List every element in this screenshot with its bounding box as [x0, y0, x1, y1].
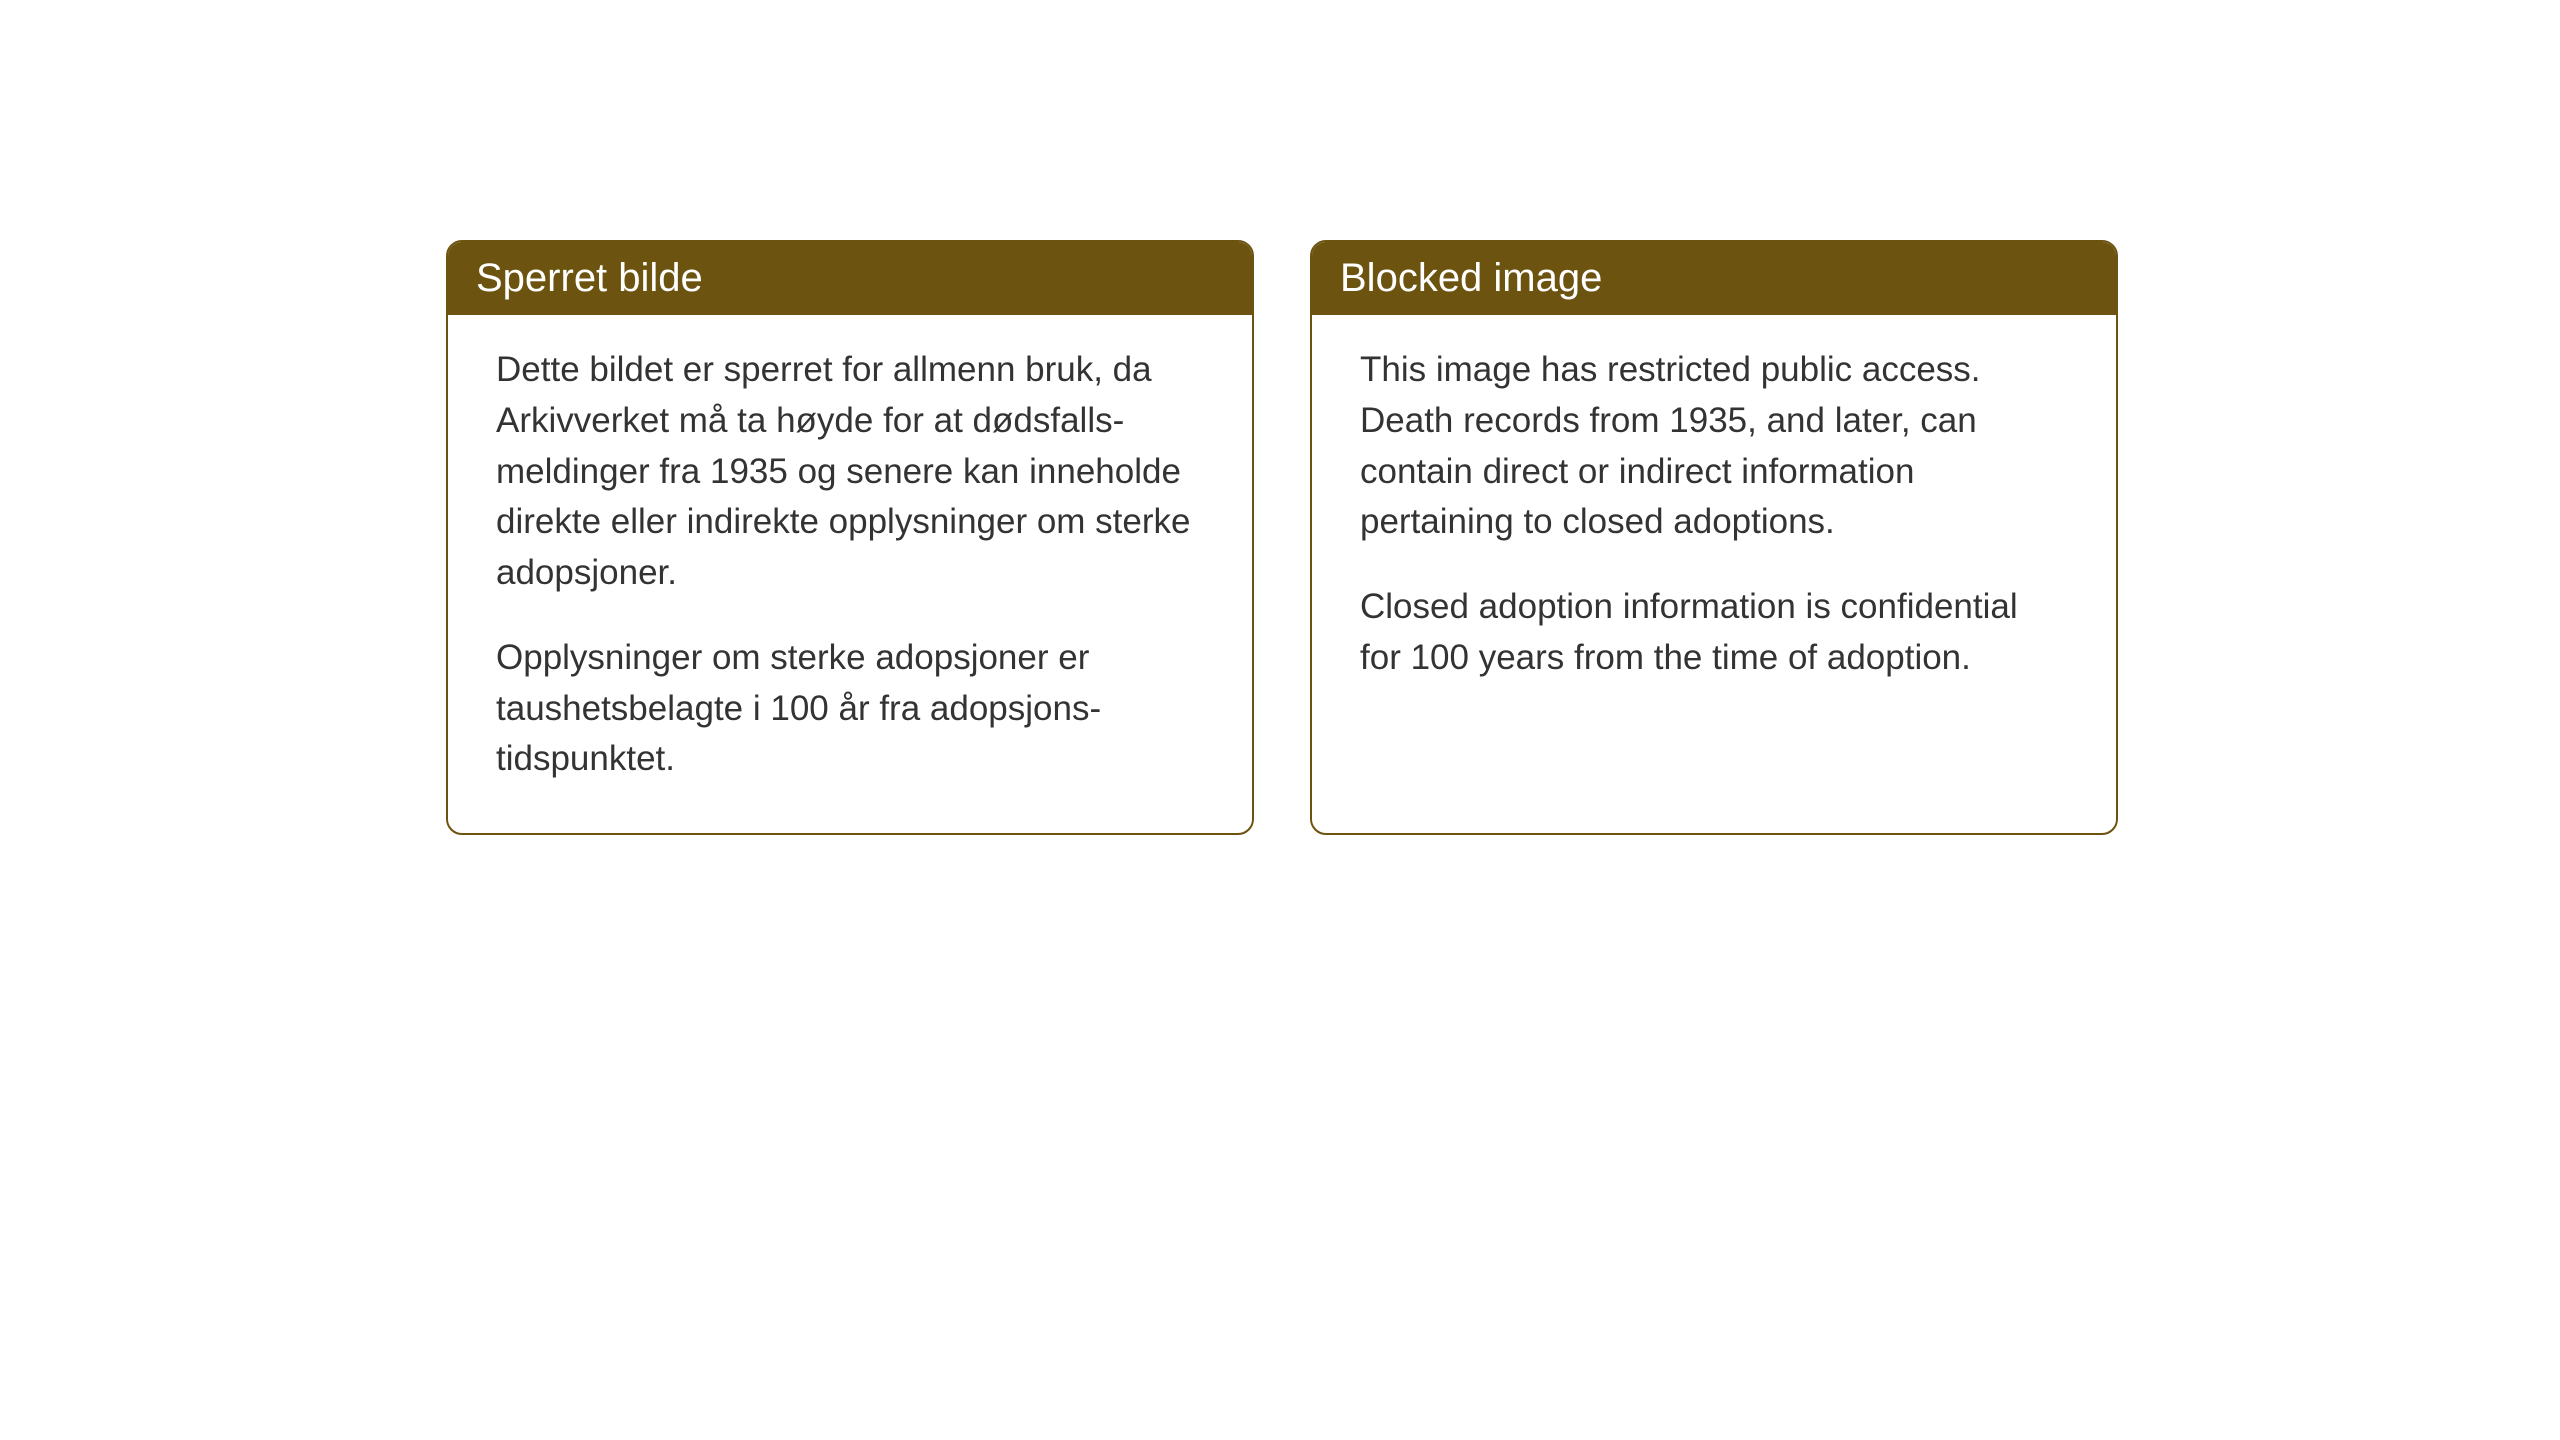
card-english-title: Blocked image — [1340, 256, 1602, 300]
card-norwegian-paragraph-2: Opplysninger om sterke adopsjoner er tau… — [496, 633, 1204, 785]
card-english-paragraph-1: This image has restricted public access.… — [1360, 345, 2068, 548]
card-english: Blocked image This image has restricted … — [1310, 240, 2118, 835]
card-english-header: Blocked image — [1312, 242, 2116, 315]
card-norwegian-paragraph-1: Dette bildet er sperret for allmenn bruk… — [496, 345, 1204, 599]
card-english-paragraph-2: Closed adoption information is confident… — [1360, 582, 2068, 684]
card-norwegian: Sperret bilde Dette bildet er sperret fo… — [446, 240, 1254, 835]
card-norwegian-body: Dette bildet er sperret for allmenn bruk… — [448, 315, 1252, 833]
card-norwegian-header: Sperret bilde — [448, 242, 1252, 315]
card-norwegian-title: Sperret bilde — [476, 256, 703, 300]
card-english-body: This image has restricted public access.… — [1312, 315, 2116, 732]
cards-container: Sperret bilde Dette bildet er sperret fo… — [446, 240, 2118, 835]
